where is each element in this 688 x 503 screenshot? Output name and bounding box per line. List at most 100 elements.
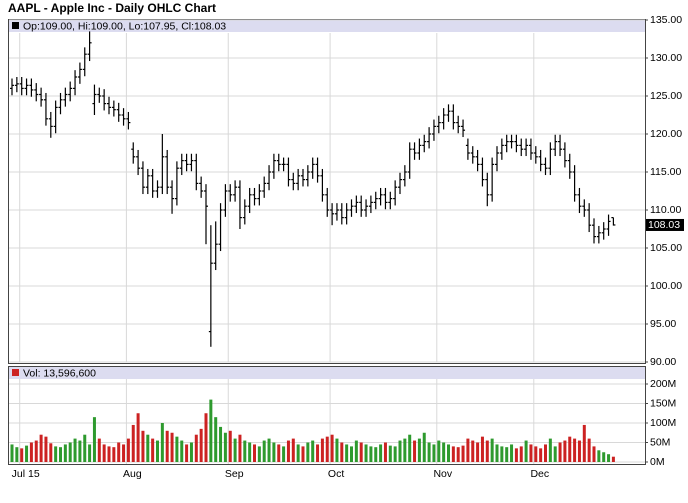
- volume-bar: [214, 417, 218, 462]
- volume-bar: [126, 438, 130, 462]
- volume-bar: [500, 446, 504, 462]
- volume-header-band: [9, 367, 645, 379]
- volume-bar: [306, 442, 310, 462]
- volume-bar: [88, 444, 92, 462]
- volume-bar: [582, 424, 586, 462]
- volume-bar: [170, 432, 174, 462]
- volume-bar: [68, 442, 72, 462]
- volume-bar: [529, 444, 533, 462]
- price-icon: [12, 22, 19, 29]
- volume-bar: [233, 438, 237, 462]
- volume-bar: [510, 444, 514, 462]
- volume-bar: [107, 446, 111, 462]
- volume-bar: [354, 440, 358, 462]
- volume-bar: [417, 438, 421, 462]
- volume-bar: [286, 440, 290, 462]
- volume-bar: [63, 444, 67, 462]
- x-tick-label: Oct: [328, 468, 344, 480]
- volume-bar: [485, 440, 489, 462]
- volume-bar: [112, 447, 116, 462]
- x-tick-label: Sep: [225, 468, 244, 480]
- volume-bar: [248, 442, 252, 462]
- volume-bar: [311, 440, 315, 462]
- volume-bar: [97, 438, 101, 462]
- y-tick-label: 110.00: [650, 204, 681, 216]
- volume-bar: [539, 448, 543, 462]
- volume-bar: [514, 448, 518, 462]
- x-tick-label: Nov: [433, 468, 452, 480]
- volume-bar: [15, 447, 19, 462]
- volume-bar: [92, 417, 96, 462]
- volume-bar: [238, 434, 242, 462]
- volume-bar: [379, 444, 383, 462]
- volume-bar: [398, 440, 402, 462]
- volume-bar: [44, 436, 48, 462]
- volume-bar: [262, 440, 266, 462]
- volume-bar: [272, 442, 276, 462]
- grid-layer: [9, 19, 645, 464]
- volume-bar: [20, 448, 24, 462]
- volume-bar: [29, 442, 33, 462]
- volume-bar: [59, 447, 62, 462]
- volume-bar: [563, 440, 567, 462]
- volume-bar: [587, 438, 591, 462]
- volume-bar: [519, 446, 523, 462]
- volume-bar: [480, 436, 484, 462]
- volume-bar: [136, 413, 140, 462]
- volume-bar: [223, 432, 227, 462]
- volume-bar: [350, 446, 353, 462]
- volume-bar: [10, 444, 14, 462]
- volume-bar: [282, 446, 286, 462]
- volume-bar: [156, 440, 159, 462]
- volume-bar: [495, 444, 499, 462]
- volume-bar: [451, 446, 455, 462]
- volume-bar: [456, 447, 460, 462]
- volume-bar: [122, 444, 126, 462]
- volume-bar: [146, 434, 150, 462]
- volume-bar: [330, 434, 334, 462]
- volume-bar: [78, 440, 82, 462]
- x-tick-label: Aug: [123, 468, 142, 480]
- volume-bar: [345, 444, 349, 462]
- y-tick-label: 115.00: [650, 166, 681, 178]
- volume-bar: [383, 442, 387, 462]
- volume-bar: [160, 423, 164, 462]
- volume-bar: [422, 432, 426, 462]
- volume-bar: [296, 444, 300, 462]
- volume-bar: [364, 444, 368, 462]
- volume-bar: [141, 430, 145, 462]
- volume-bar: [471, 440, 475, 462]
- volume-bar: [83, 434, 87, 462]
- y-tick-label: 135.00: [650, 14, 682, 26]
- volume-bar: [611, 456, 615, 462]
- volume-bar: [267, 438, 271, 462]
- volume-bar: [437, 440, 441, 462]
- volume-bar: [369, 446, 373, 462]
- volume-bar: [461, 445, 465, 462]
- volume-bar: [131, 424, 135, 462]
- volume-bar: [490, 438, 494, 462]
- volume-bar: [335, 438, 339, 462]
- volume-bar: [180, 440, 184, 462]
- volume-bar: [165, 430, 169, 462]
- y-tick-label: 100.00: [650, 280, 682, 292]
- volume-bar: [204, 413, 208, 462]
- last-price-label: 108.03: [648, 219, 680, 231]
- volume-bar: [320, 438, 324, 462]
- volume-bar: [505, 447, 509, 462]
- volume-bar: [403, 438, 407, 462]
- volume-bar: [534, 446, 538, 462]
- volume-bar: [592, 446, 596, 462]
- y-tick-label: 105.00: [650, 242, 682, 254]
- volume-bar: [54, 446, 58, 462]
- volume-bar: [427, 442, 431, 462]
- volume-bar: [219, 426, 223, 462]
- volume-bar: [374, 447, 378, 462]
- volume-bar: [253, 444, 256, 462]
- y-tick-label: 120.00: [650, 128, 682, 140]
- volume-tick-label: 150M: [650, 397, 676, 409]
- volume-bar: [291, 438, 295, 462]
- price-header-band: [9, 20, 645, 32]
